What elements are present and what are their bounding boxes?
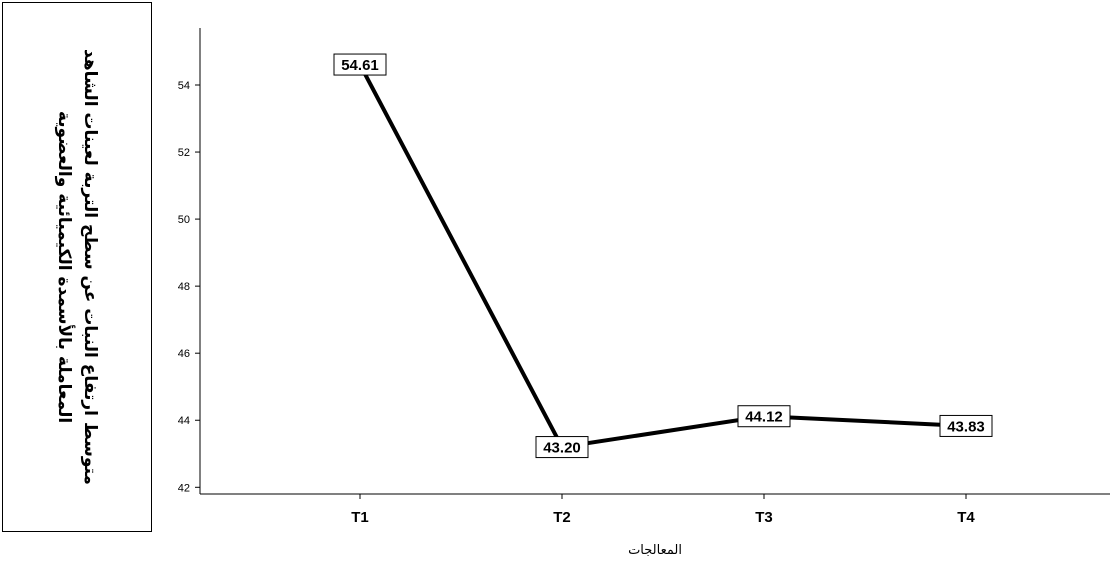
data-label: 43.20 <box>543 440 581 457</box>
data-label: 54.61 <box>341 57 379 74</box>
y-tick-label: 48 <box>178 281 190 293</box>
y-axis-title-box: متوسط ارتفاع النبات عن سطح التربة لعينات… <box>2 2 152 532</box>
x-tick-label: T2 <box>553 509 571 526</box>
x-ticks: T1 T2 T3 T4 <box>351 494 975 526</box>
data-label-group: 54.61 <box>333 53 387 76</box>
x-tick-label: T3 <box>755 509 773 526</box>
data-label-group: 43.20 <box>535 436 589 459</box>
y-tick-label: 54 <box>178 80 190 92</box>
data-label-box <box>333 53 387 76</box>
data-label-box <box>535 436 589 459</box>
x-tick-label: T1 <box>351 509 369 526</box>
x-axis-title: المعالجات <box>628 543 682 558</box>
data-label-box <box>737 405 791 428</box>
series-line <box>358 63 967 450</box>
y-ticks: 42 44 46 48 50 52 54 <box>178 80 200 494</box>
data-label-group: 43.83 <box>939 414 993 437</box>
y-tick-label: 46 <box>178 348 190 360</box>
data-label-box <box>939 414 993 437</box>
x-tick-label: T4 <box>957 509 975 526</box>
series-group <box>358 63 967 450</box>
data-labels: 54.61 43.20 44.12 43.83 <box>333 53 993 459</box>
data-label: 43.83 <box>947 418 985 435</box>
data-label-group: 44.12 <box>737 405 791 428</box>
y-tick-label: 50 <box>178 214 190 226</box>
y-tick-label: 42 <box>178 482 190 494</box>
y-tick-label: 44 <box>178 415 190 427</box>
y-tick-label: 52 <box>178 147 190 159</box>
data-label: 44.12 <box>745 409 783 426</box>
